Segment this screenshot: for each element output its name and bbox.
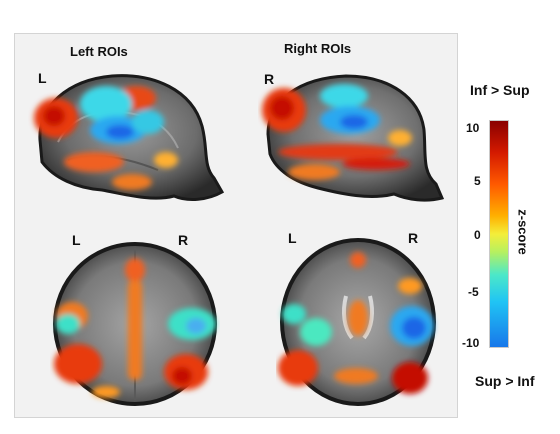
colorbar-top-label: Inf > Sup: [470, 82, 530, 98]
sagittal-right-side-label: R: [264, 71, 275, 87]
axial-left-brain-image: [53, 242, 217, 406]
axial-left-l-label: L: [72, 232, 81, 248]
colorbar-tick-neg5: -5: [468, 285, 479, 299]
axial-left-r-label: R: [178, 232, 189, 248]
colorbar: [489, 120, 509, 348]
left-rois-title: Left ROIs: [70, 44, 128, 59]
colorbar-bottom-label: Sup > Inf: [475, 373, 535, 389]
axial-right-r-label: R: [408, 230, 419, 246]
colorbar-tick-neg10: -10: [462, 336, 480, 350]
right-rois-title: Right ROIs: [284, 41, 352, 56]
colorbar-tick-10: 10: [466, 121, 480, 135]
colorbar-axis-label: z-score: [515, 209, 531, 255]
sagittal-left-brain-image: [34, 74, 225, 201]
sagittal-left-side-label: L: [38, 70, 47, 86]
colorbar-tick-5: 5: [474, 174, 481, 188]
axial-right-l-label: L: [288, 230, 297, 246]
sagittal-right-brain-image: [262, 74, 444, 202]
colorbar-tick-0: 0: [474, 228, 481, 242]
axial-right-brain-image: [278, 238, 436, 406]
